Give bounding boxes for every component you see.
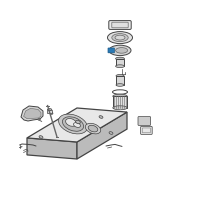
Ellipse shape — [116, 84, 124, 86]
Bar — [116, 59, 124, 66]
Ellipse shape — [99, 116, 103, 118]
FancyBboxPatch shape — [142, 128, 150, 133]
Polygon shape — [21, 106, 43, 121]
Ellipse shape — [108, 32, 132, 44]
Ellipse shape — [59, 114, 87, 134]
Ellipse shape — [76, 120, 80, 124]
Bar — [116, 76, 124, 85]
Ellipse shape — [74, 123, 80, 127]
FancyBboxPatch shape — [112, 22, 128, 28]
FancyBboxPatch shape — [108, 48, 114, 53]
Polygon shape — [24, 108, 41, 119]
Ellipse shape — [39, 136, 43, 138]
Ellipse shape — [85, 123, 101, 134]
Ellipse shape — [38, 119, 40, 120]
Ellipse shape — [116, 65, 124, 68]
Ellipse shape — [109, 132, 113, 134]
Ellipse shape — [113, 106, 127, 110]
Ellipse shape — [116, 74, 124, 77]
Ellipse shape — [88, 125, 98, 132]
Ellipse shape — [62, 117, 84, 131]
Ellipse shape — [109, 45, 131, 56]
Polygon shape — [27, 108, 127, 142]
Ellipse shape — [66, 119, 76, 126]
Ellipse shape — [116, 57, 124, 60]
Polygon shape — [27, 138, 77, 159]
FancyBboxPatch shape — [141, 126, 152, 134]
Ellipse shape — [116, 48, 128, 53]
FancyBboxPatch shape — [109, 21, 131, 29]
Ellipse shape — [49, 112, 53, 114]
Bar — [47, 110, 52, 113]
Ellipse shape — [115, 35, 125, 40]
FancyBboxPatch shape — [138, 117, 151, 125]
Bar — [113, 96, 127, 108]
Ellipse shape — [113, 94, 127, 98]
Ellipse shape — [112, 34, 128, 42]
Ellipse shape — [47, 109, 52, 111]
Polygon shape — [77, 112, 127, 159]
